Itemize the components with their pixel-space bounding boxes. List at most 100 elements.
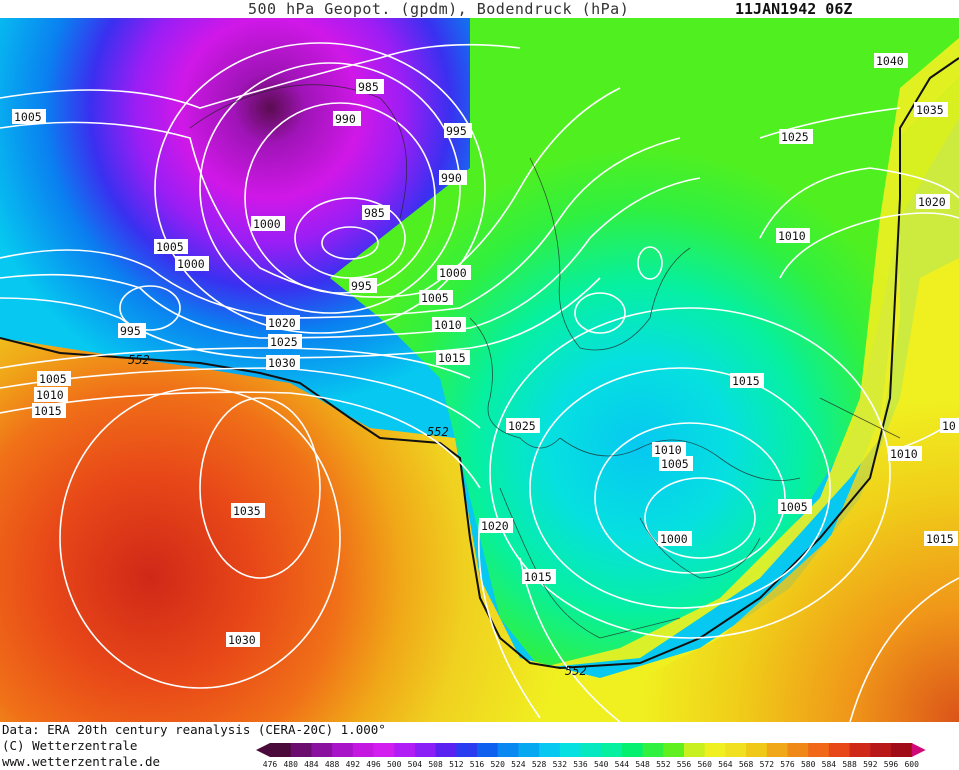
color-scale-label: 492 [345, 760, 361, 769]
pressure-label: 1040 [874, 53, 908, 68]
color-scale-label: 512 [449, 760, 464, 769]
color-scale-label: 544 [614, 760, 630, 769]
color-scale-swatch [290, 743, 312, 757]
color-scale-label: 500 [386, 760, 402, 769]
svg-text:1005: 1005 [14, 110, 42, 124]
color-scale-swatch [891, 743, 913, 757]
pressure-label: 1000 [251, 216, 285, 231]
color-scale-swatch [270, 743, 292, 757]
pressure-label: 1030 [226, 632, 260, 647]
color-scale-label: 568 [738, 760, 754, 769]
svg-text:552: 552 [427, 425, 449, 439]
color-scale-swatch [849, 743, 871, 757]
svg-text:1030: 1030 [268, 356, 296, 370]
map-date: 11JAN1942 06Z [735, 0, 853, 18]
pressure-label: 1000 [175, 256, 209, 271]
svg-text:995: 995 [446, 124, 467, 138]
svg-text:995: 995 [120, 324, 141, 338]
color-scale-swatch [559, 743, 581, 757]
pressure-label: 1020 [916, 194, 950, 209]
color-scale-swatch [663, 743, 685, 757]
svg-text:1020: 1020 [918, 195, 946, 209]
svg-text:1010: 1010 [36, 388, 64, 402]
weather-map: 1005 1040 1035 1020 985 990 995 990 985 … [0, 18, 959, 722]
coastlines [189, 84, 901, 639]
svg-text:1015: 1015 [34, 404, 62, 418]
svg-text:985: 985 [364, 206, 385, 220]
high-field [0, 258, 959, 722]
color-scale-label: 520 [490, 760, 505, 769]
website-text: www.wetterzentrale.de [2, 754, 161, 769]
svg-text:1005: 1005 [661, 457, 689, 471]
contour-label-552: 552 [128, 353, 150, 367]
pressure-label: 985 [356, 79, 384, 94]
pressure-label: 995 [349, 278, 377, 293]
svg-text:1000: 1000 [439, 266, 467, 280]
color-scale-swatch [497, 743, 519, 757]
svg-text:1015: 1015 [732, 374, 760, 388]
pressure-label: 1025 [779, 129, 813, 144]
color-scale-label: 532 [552, 760, 568, 769]
svg-text:1040: 1040 [876, 54, 904, 68]
color-scale-label: 564 [718, 760, 733, 769]
pressure-label: 1015 [924, 531, 958, 546]
svg-text:552: 552 [565, 664, 587, 678]
map-canvas: 1005 1040 1035 1020 985 990 995 990 985 … [0, 18, 959, 722]
svg-text:1010: 1010 [890, 447, 918, 461]
pressure-label: 1010 [34, 387, 68, 402]
color-scale [256, 743, 926, 757]
color-scale-label: 600 [904, 760, 919, 769]
color-scale-label: 528 [531, 760, 547, 769]
color-scale-swatch [746, 743, 768, 757]
pressure-label: 1025 [268, 334, 302, 349]
pressure-label: 1010 [776, 228, 810, 243]
color-scale-left-arrow [256, 743, 270, 757]
color-scale-swatch [601, 743, 623, 757]
color-scale-label: 480 [283, 760, 298, 769]
pressure-label: 985 [362, 205, 390, 220]
color-scale-label: 588 [842, 760, 857, 769]
color-scale-swatch [808, 743, 830, 757]
color-scale-label: 552 [656, 760, 671, 769]
color-scale-swatch [456, 743, 478, 757]
color-scale-swatch [725, 743, 747, 757]
svg-text:1000: 1000 [253, 217, 281, 231]
contour-552 [0, 57, 959, 670]
color-scale-label: 484 [304, 760, 319, 769]
svg-text:1035: 1035 [916, 103, 944, 117]
color-scale-label: 556 [676, 760, 692, 769]
svg-text:995: 995 [351, 279, 372, 293]
svg-text:990: 990 [335, 112, 356, 126]
svg-text:1005: 1005 [421, 291, 449, 305]
color-scale-label: 560 [697, 760, 712, 769]
color-scale-swatch [787, 743, 809, 757]
color-scale-label: 508 [428, 760, 443, 769]
pressure-label: 995 [118, 323, 146, 338]
color-scale-label: 524 [511, 760, 526, 769]
color-scale-swatch [828, 743, 851, 757]
pressure-label: 1030 [266, 355, 300, 370]
svg-text:1020: 1020 [268, 316, 296, 330]
color-scale-label: 540 [593, 760, 609, 769]
svg-text:1005: 1005 [39, 372, 67, 386]
color-scale-label: 548 [635, 760, 650, 769]
svg-text:990: 990 [441, 171, 462, 185]
color-scale-swatch [311, 743, 333, 757]
svg-text:1010: 1010 [654, 443, 682, 457]
map-title: 500 hPa Geopot. (gpdm), Bodendruck (hPa) [248, 0, 630, 18]
svg-text:1010: 1010 [778, 229, 806, 243]
svg-text:1005: 1005 [780, 500, 808, 514]
svg-text:552: 552 [128, 353, 150, 367]
pressure-label: 1015 [730, 373, 764, 388]
svg-text:1020: 1020 [481, 519, 509, 533]
svg-text:1030: 1030 [228, 633, 256, 647]
color-scale-swatch [352, 743, 374, 757]
pressure-label: 1020 [266, 315, 300, 330]
color-scale-swatch [435, 743, 457, 757]
pressure-label: 995 [444, 123, 472, 138]
svg-text:1025: 1025 [781, 130, 809, 144]
svg-text:1025: 1025 [270, 335, 298, 349]
color-scale-swatch [766, 743, 788, 757]
color-scale-swatch [332, 743, 354, 757]
pressure-label: 10 [940, 418, 959, 433]
